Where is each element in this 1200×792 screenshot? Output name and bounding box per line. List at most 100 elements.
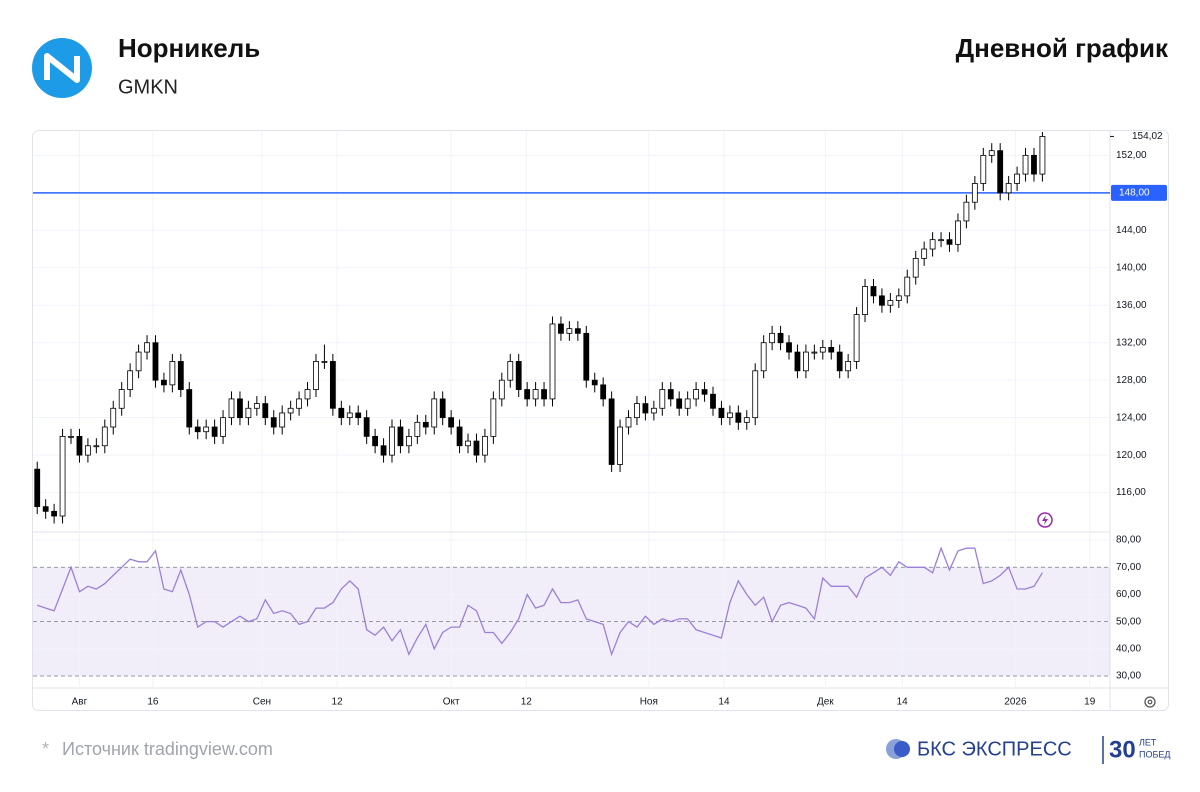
candle-body — [220, 417, 226, 437]
x-tick-label: Дек — [817, 697, 834, 708]
candle-body — [414, 421, 421, 437]
candle-body — [498, 379, 505, 400]
candle-body — [144, 342, 150, 353]
candle-body — [819, 346, 826, 353]
candle-body — [1039, 136, 1046, 175]
settings-icon[interactable] — [1144, 696, 1156, 708]
candle-body — [397, 426, 404, 447]
candle-body — [642, 403, 649, 414]
candle-body — [465, 440, 471, 447]
candle-body — [380, 445, 387, 456]
candle-body — [355, 412, 362, 419]
x-tick-label: Ноя — [640, 697, 658, 708]
candle-body — [904, 276, 911, 297]
title: Норникель — [118, 33, 260, 63]
x-tick-label: 2026 — [1004, 697, 1027, 708]
x-tick-label: Окт — [443, 697, 460, 708]
candle-body — [760, 342, 767, 372]
candle-body — [363, 417, 370, 437]
candle-body — [93, 445, 100, 448]
candle-body — [938, 239, 944, 242]
candle-body — [1031, 154, 1037, 175]
candle-body — [617, 426, 623, 465]
candle-body — [929, 239, 936, 250]
y-tick-label: 128,00 — [1116, 375, 1147, 386]
candle-body — [608, 398, 615, 465]
candle-body — [625, 417, 632, 428]
candle-body — [405, 435, 412, 447]
candle-body — [1022, 154, 1029, 175]
candle-body — [667, 389, 674, 400]
y-tick-label: 124,00 — [1116, 412, 1147, 423]
candle-body — [439, 398, 446, 419]
candle-body — [659, 389, 666, 409]
candle-body — [879, 295, 885, 306]
candle-body — [135, 351, 142, 372]
candle-body — [532, 389, 539, 400]
chart-frame — [32, 130, 1169, 711]
company-logo — [32, 38, 92, 98]
alert-icon — [1037, 512, 1053, 528]
candle-body — [946, 239, 953, 245]
source: Источник tradingview.com — [62, 739, 273, 759]
candle-body — [245, 407, 252, 419]
y-tick-label: 70,00 — [1116, 562, 1141, 573]
candle-body — [304, 389, 311, 400]
y-tick-label: 40,00 — [1116, 643, 1141, 654]
candle-body — [777, 332, 784, 344]
candle-body — [591, 379, 598, 386]
y-tick-label: 80,00 — [1116, 535, 1141, 546]
candle-body — [161, 379, 167, 386]
candle-body — [997, 150, 1004, 194]
candle-body — [194, 426, 201, 433]
candle-body — [338, 407, 345, 419]
price-label: 148,00 — [1119, 187, 1150, 198]
candle-body — [870, 286, 877, 297]
candle-body — [51, 510, 58, 517]
candle-body — [127, 370, 134, 390]
candle-body — [980, 154, 987, 184]
candle-body — [710, 393, 716, 409]
candle-body — [845, 361, 852, 372]
x-tick-label: 16 — [147, 697, 159, 708]
candle-body — [558, 323, 564, 334]
plot-layer: 116,00 120,00 124,00 128,00 132,00 136,00 140,… — [33, 131, 1167, 708]
candle-body — [448, 417, 455, 428]
x-tick-label: 14 — [897, 697, 909, 708]
candle-body — [515, 361, 522, 390]
candle-body — [507, 361, 514, 381]
x-tick-label: 12 — [332, 697, 344, 708]
candle-body — [287, 407, 294, 414]
candle-body — [566, 328, 573, 334]
candle-body — [803, 351, 809, 372]
candle-body — [68, 435, 74, 438]
candle-body — [684, 398, 691, 409]
candle-body — [473, 440, 480, 456]
candle-body — [422, 421, 429, 428]
candle-body — [85, 445, 91, 456]
candle-body — [895, 295, 902, 301]
chart-label: Дневной график — [956, 33, 1169, 63]
candle-body — [836, 351, 843, 372]
candle-body — [456, 426, 463, 447]
candle-body — [1014, 173, 1020, 184]
candle-body — [955, 220, 961, 245]
candle-body — [971, 183, 978, 203]
candle-body — [600, 384, 607, 400]
candle-body — [1005, 183, 1012, 194]
candle-body — [482, 435, 488, 456]
candle-body — [921, 248, 928, 259]
source-mark: * — [42, 739, 49, 759]
candle-body — [203, 426, 210, 433]
candle-body — [296, 398, 302, 409]
candle-body — [752, 370, 759, 419]
candle-body — [912, 258, 919, 278]
candle-body — [76, 435, 83, 456]
x-tick-label: 19 — [1084, 697, 1096, 708]
candle-body — [211, 426, 218, 437]
candle-body — [769, 332, 776, 344]
anniversary-line: ЛЕТ — [1139, 737, 1157, 747]
brand: БКС ЭКСПРЕСС — [917, 738, 1072, 760]
candle-body — [887, 300, 894, 306]
